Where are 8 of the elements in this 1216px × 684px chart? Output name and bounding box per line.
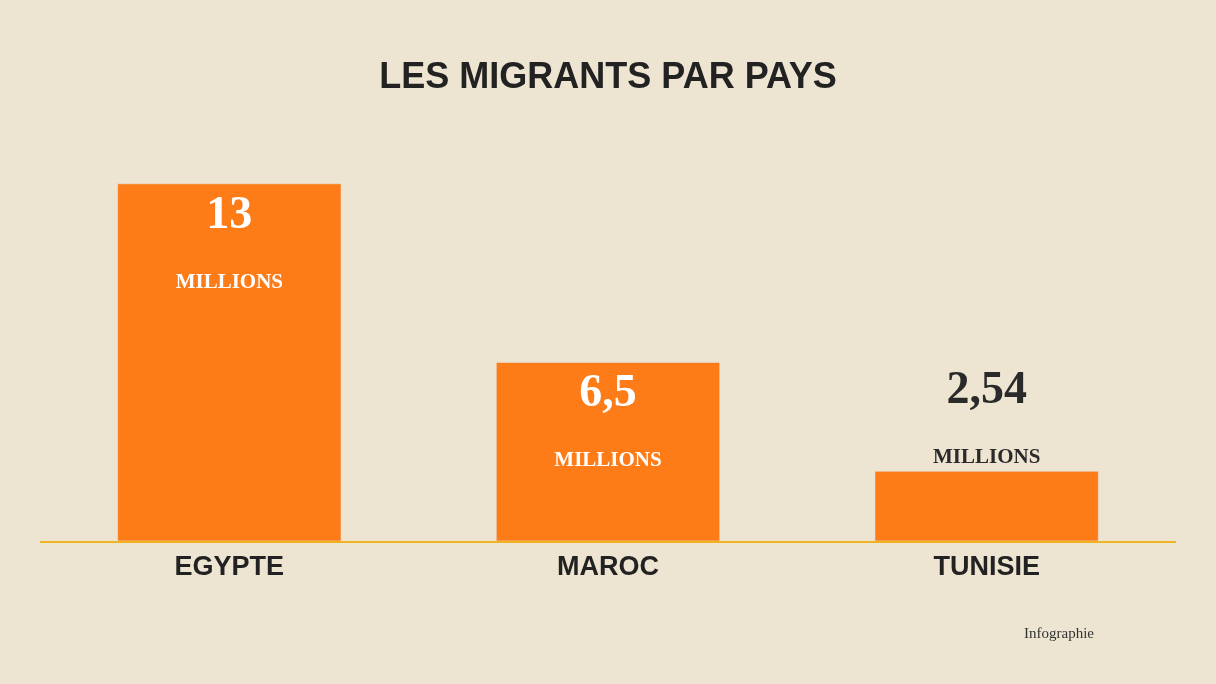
text: Infographie — [1024, 625, 1095, 641]
x-tick-label: EGYPTE — [174, 551, 285, 582]
data-label: 6,5 MILLIONS — [554, 365, 662, 472]
data-label: 13 MILLIONS — [175, 186, 284, 293]
chart-title: LES MIGRANTS PAR PAYS — [379, 54, 837, 96]
x-tick-label: TUNISIE — [933, 551, 1040, 582]
data-label: 2,54 MILLIONS — [932, 362, 1041, 469]
x-tick-label: MAROC — [557, 551, 659, 582]
